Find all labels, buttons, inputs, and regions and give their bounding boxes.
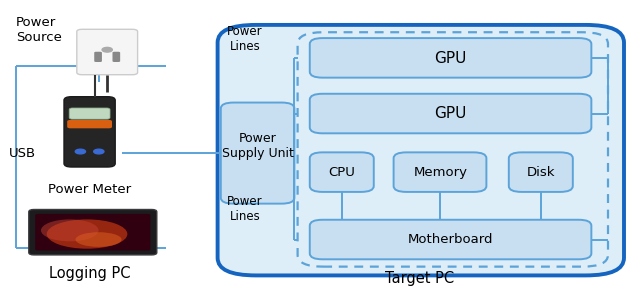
FancyBboxPatch shape: [310, 94, 591, 133]
Text: Memory: Memory: [413, 166, 467, 179]
Ellipse shape: [41, 219, 99, 241]
Text: CPU: CPU: [328, 166, 355, 179]
FancyBboxPatch shape: [35, 214, 150, 251]
Text: GPU: GPU: [435, 50, 467, 66]
FancyBboxPatch shape: [310, 38, 591, 78]
FancyBboxPatch shape: [29, 209, 157, 255]
Text: GPU: GPU: [435, 106, 467, 121]
FancyBboxPatch shape: [310, 220, 591, 259]
FancyBboxPatch shape: [509, 152, 573, 192]
Text: Target PC: Target PC: [385, 271, 454, 286]
Text: USB: USB: [9, 147, 36, 160]
FancyBboxPatch shape: [69, 108, 110, 119]
Text: Motherboard: Motherboard: [408, 233, 493, 246]
Text: Power
Lines: Power Lines: [227, 195, 263, 223]
Text: Power
Lines: Power Lines: [227, 25, 263, 53]
Ellipse shape: [76, 232, 122, 247]
FancyBboxPatch shape: [218, 25, 624, 275]
Text: Power Meter: Power Meter: [48, 183, 131, 196]
Text: Logging PC: Logging PC: [49, 266, 131, 281]
Ellipse shape: [47, 219, 127, 249]
FancyBboxPatch shape: [64, 97, 115, 167]
FancyBboxPatch shape: [67, 120, 112, 128]
Text: Power
Supply Unit: Power Supply Unit: [221, 132, 294, 161]
FancyBboxPatch shape: [221, 103, 294, 204]
FancyBboxPatch shape: [394, 152, 486, 192]
Circle shape: [93, 149, 104, 154]
FancyBboxPatch shape: [77, 29, 138, 75]
Text: Disk: Disk: [527, 166, 555, 179]
FancyBboxPatch shape: [113, 52, 120, 62]
FancyBboxPatch shape: [310, 152, 374, 192]
Circle shape: [76, 149, 86, 154]
Text: Power
Source: Power Source: [16, 16, 62, 44]
FancyBboxPatch shape: [94, 52, 102, 62]
Circle shape: [102, 47, 113, 52]
